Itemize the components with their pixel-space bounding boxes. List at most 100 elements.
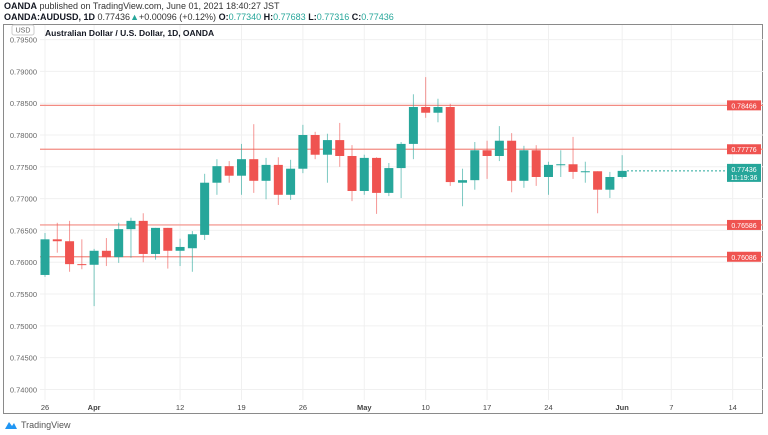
price-badges: 0.78466 0.77776 0.76586 0.76086 0.7743611:19… — [727, 100, 761, 262]
x-tick-label: May — [357, 403, 372, 412]
high-value: 0.77683 — [273, 12, 306, 22]
candle-body — [470, 150, 480, 181]
candle-body — [335, 140, 345, 156]
up-arrow-icon: ▲ — [130, 12, 139, 22]
open-label: O: — [218, 12, 229, 22]
candle-body — [568, 164, 578, 172]
tradingview-logo-icon — [5, 422, 17, 429]
chart-title: Australian Dollar / U.S. Dollar, 1D, OAN… — [45, 28, 214, 38]
candle-body — [482, 150, 492, 156]
published-text: published on TradingView.com, June 01, 2… — [39, 1, 280, 11]
y-tick-label: 0.74000 — [10, 385, 37, 394]
candle-body — [126, 220, 136, 230]
price-level-badge — [727, 251, 761, 262]
x-tick-label: 19 — [237, 403, 245, 412]
candle-body — [543, 164, 553, 177]
chart-frame[interactable] — [3, 24, 763, 414]
x-tick-label: 26 — [41, 403, 49, 412]
x-tick-label: Apr — [88, 403, 101, 412]
open-value: 0.77340 — [228, 12, 262, 22]
x-tick-label: 26 — [299, 403, 307, 412]
candle-body — [138, 220, 148, 254]
candle-body — [89, 250, 99, 265]
current-price-label: 0.77436 — [731, 167, 756, 174]
y-tick-label: 0.75000 — [10, 322, 37, 331]
candle-body — [396, 143, 406, 169]
candle-body — [286, 168, 296, 195]
low-value: 0.77316 — [316, 12, 350, 22]
candle-body — [359, 157, 369, 191]
y-tick-label: 0.76000 — [10, 258, 37, 267]
x-tick-label: 24 — [544, 403, 552, 412]
candle-body — [322, 140, 332, 155]
price-level-label: 0.77776 — [731, 147, 756, 154]
x-tick-label: Jun — [615, 403, 629, 412]
y-tick-label: 0.75500 — [10, 290, 37, 299]
low-label: L: — [308, 12, 317, 22]
candle-body — [556, 164, 566, 166]
horizontal-levels — [40, 104, 763, 258]
candle-body — [65, 241, 75, 265]
symbol: OANDA:AUDUSD, 1D — [4, 12, 96, 22]
candles — [40, 77, 627, 307]
candle-body — [298, 135, 308, 169]
candle-body — [384, 168, 394, 193]
candle-body — [347, 155, 357, 191]
price-level-badge — [727, 219, 761, 230]
y-tick-label: 0.78000 — [10, 131, 37, 140]
candle-body — [236, 159, 246, 176]
candle-body — [261, 164, 271, 181]
tradingview-logo[interactable]: TradingView — [4, 420, 71, 430]
candle-body — [458, 180, 468, 183]
candle-body — [433, 107, 443, 113]
x-tick-label: 7 — [669, 403, 673, 412]
y-tick-label: 0.79500 — [10, 36, 37, 45]
candle-body — [40, 239, 50, 275]
x-tick-label: 10 — [422, 403, 430, 412]
candle-body — [421, 107, 431, 113]
candle-body — [408, 107, 418, 144]
brand-name: TradingView — [21, 420, 71, 430]
close-value: 0.77436 — [361, 12, 394, 22]
price-level-label: 0.76086 — [731, 255, 756, 262]
x-tick-label: 17 — [483, 403, 491, 412]
y-tick-label: 0.74500 — [10, 354, 37, 363]
publisher: OANDA — [4, 1, 37, 11]
y-tick-label: 0.77500 — [10, 163, 37, 172]
candle-body — [519, 150, 529, 181]
candle-body — [310, 135, 320, 155]
price-level-label: 0.78466 — [731, 103, 756, 110]
price-level-label: 0.76586 — [731, 223, 756, 230]
high-label: H: — [263, 12, 274, 22]
candle-body — [531, 150, 541, 177]
price-change: +0.00096 (+0.12%) — [139, 12, 217, 22]
current-price-badge — [727, 163, 761, 182]
grid — [40, 25, 763, 400]
candle-body — [77, 264, 87, 266]
candle-body — [580, 171, 590, 173]
candle-body — [187, 234, 197, 249]
x-tick-label: 12 — [176, 403, 184, 412]
candle-body — [593, 171, 603, 190]
candle-body — [445, 107, 455, 183]
last-price: 0.77436 — [97, 12, 131, 22]
candle-body — [605, 176, 615, 190]
price-level-badge — [727, 100, 761, 111]
candle-body — [372, 157, 382, 193]
y-tick-label: 0.76500 — [10, 226, 37, 235]
symbol-info: OANDA:AUDUSD, 1D 0.77436▲+0.00096 (+0.12… — [4, 12, 394, 22]
candle-body — [249, 159, 259, 181]
candle-body — [101, 250, 111, 258]
y-tick-label: 0.79000 — [10, 67, 37, 76]
candle-body — [175, 246, 185, 251]
axes: 0.79500 0.79000 0.78500 0.78000 0.77500 0.770… — [10, 36, 737, 412]
currency-box — [11, 24, 35, 36]
publish-info: OANDA published on TradingView.com, June… — [4, 1, 280, 11]
candle-body — [224, 166, 234, 176]
candle-body — [617, 170, 627, 177]
candle-body — [114, 229, 124, 258]
candle-body — [507, 140, 517, 181]
x-tick-label: 14 — [729, 403, 737, 412]
candle-body — [212, 166, 222, 183]
